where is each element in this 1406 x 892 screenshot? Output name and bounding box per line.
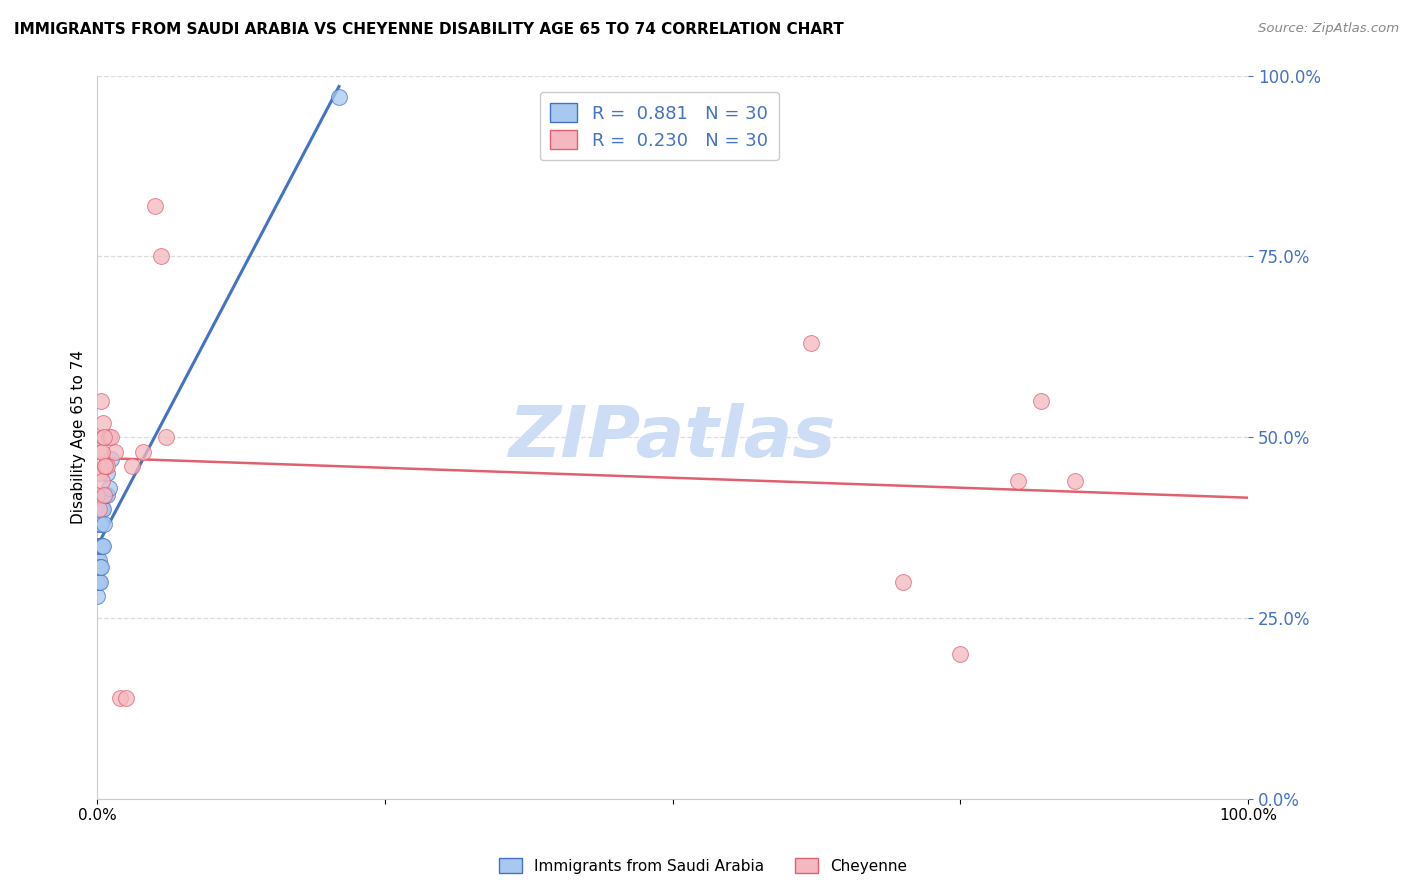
Text: ZIPatlas: ZIPatlas (509, 402, 837, 472)
Point (1007, 474, 1029, 488)
Legend: Immigrants from Saudi Arabia, Cheyenne: Immigrants from Saudi Arabia, Cheyenne (494, 852, 912, 880)
Point (89, 539, 111, 553)
Text: IMMIGRANTS FROM SAUDI ARABIA VS CHEYENNE DISABILITY AGE 65 TO 74 CORRELATION CHA: IMMIGRANTS FROM SAUDI ARABIA VS CHEYENNE… (14, 22, 844, 37)
Point (86, 574, 108, 589)
Point (90, 516, 112, 531)
Point (91, 430, 114, 444)
Point (97, 481, 120, 495)
Point (328, 90, 350, 104)
Point (87, 502, 110, 516)
Point (1029, 394, 1052, 409)
Point (891, 574, 914, 589)
Point (87, 574, 110, 589)
Point (91, 416, 114, 430)
Point (96, 467, 118, 481)
Point (90, 539, 112, 553)
Point (93, 430, 115, 444)
Point (110, 690, 132, 705)
Point (89, 560, 111, 574)
Point (93, 488, 115, 502)
Point (89, 574, 111, 589)
Point (96, 488, 118, 502)
Point (94, 458, 117, 473)
Point (94, 488, 117, 502)
Point (86, 553, 108, 567)
Point (143, 199, 166, 213)
Point (155, 430, 177, 444)
Point (949, 647, 972, 661)
Point (86, 539, 108, 553)
Point (87, 539, 110, 553)
Legend: R =  0.881   N = 30, R =  0.230   N = 30: R = 0.881 N = 30, R = 0.230 N = 30 (540, 92, 779, 161)
Point (149, 249, 172, 263)
Point (86, 488, 108, 502)
Point (115, 690, 138, 705)
Y-axis label: Disability Age 65 to 74: Disability Age 65 to 74 (72, 351, 86, 524)
Point (93, 488, 115, 502)
Point (132, 444, 155, 458)
Point (89, 467, 111, 481)
Point (86, 574, 108, 589)
Point (91, 474, 114, 488)
Point (86, 589, 108, 603)
Point (96, 458, 118, 473)
Point (97, 430, 120, 444)
Point (87, 553, 110, 567)
Point (94, 458, 117, 473)
Point (100, 430, 122, 444)
Point (87, 516, 110, 531)
Point (86, 560, 108, 574)
Point (90, 444, 112, 458)
Point (121, 458, 143, 473)
Point (89, 516, 111, 531)
Point (93, 516, 115, 531)
Point (104, 444, 127, 458)
Point (91, 444, 114, 458)
Point (91, 502, 114, 516)
Point (800, 336, 823, 351)
Point (90, 394, 112, 409)
Point (91, 539, 114, 553)
Point (1064, 474, 1087, 488)
Point (91, 502, 114, 516)
Point (87, 560, 110, 574)
Point (100, 451, 122, 466)
Text: Source: ZipAtlas.com: Source: ZipAtlas.com (1258, 22, 1399, 36)
Point (90, 560, 112, 574)
Point (91, 539, 114, 553)
